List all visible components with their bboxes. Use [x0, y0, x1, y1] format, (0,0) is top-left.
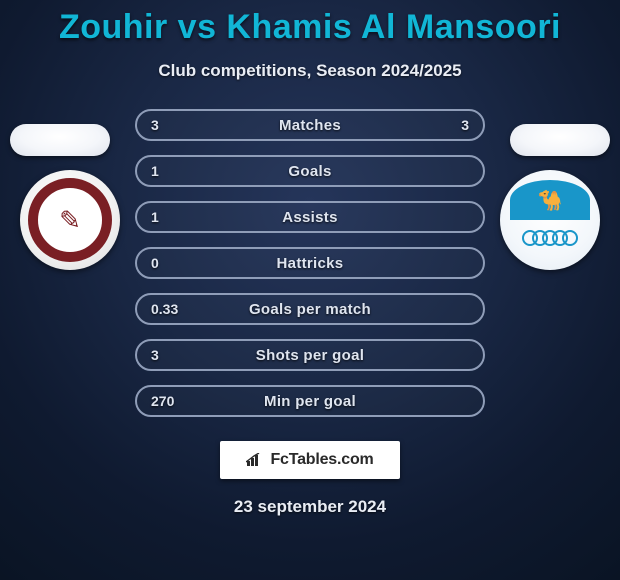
stats-list: 3 Matches 3 1 Goals 1 Assists 0 Hattrick…: [135, 109, 485, 417]
stat-left-value: 3: [151, 347, 159, 363]
player-pill-left: [10, 124, 110, 156]
stat-label: Assists: [282, 209, 337, 226]
card: Zouhir vs Khamis Al Mansoori Club compet…: [0, 0, 620, 580]
stat-row-matches: 3 Matches 3: [135, 109, 485, 141]
stat-left-value: 0.33: [151, 301, 178, 317]
stat-right-value: 3: [461, 117, 469, 133]
club-badge-left: ✎: [20, 170, 120, 270]
stat-row-goals-per-match: 0.33 Goals per match: [135, 293, 485, 325]
stat-row-goals: 1 Goals: [135, 155, 485, 187]
stat-left-value: 270: [151, 393, 174, 409]
subtitle: Club competitions, Season 2024/2025: [0, 61, 620, 81]
brand-badge: FcTables.com: [220, 441, 400, 479]
stat-row-hattricks: 0 Hattricks: [135, 247, 485, 279]
stat-row-assists: 1 Assists: [135, 201, 485, 233]
stat-label: Hattricks: [277, 255, 344, 272]
stat-label: Matches: [279, 117, 341, 134]
brand-text: FcTables.com: [270, 451, 373, 469]
stat-row-min-per-goal: 270 Min per goal: [135, 385, 485, 417]
player-pill-right: [510, 124, 610, 156]
stat-left-value: 3: [151, 117, 159, 133]
stat-row-shots-per-goal: 3 Shots per goal: [135, 339, 485, 371]
stat-label: Goals per match: [249, 301, 371, 318]
stat-left-value: 0: [151, 255, 159, 271]
stat-left-value: 1: [151, 209, 159, 225]
page-title: Zouhir vs Khamis Al Mansoori: [0, 8, 620, 47]
stat-left-value: 1: [151, 163, 159, 179]
date-text: 23 september 2024: [0, 497, 620, 517]
club-badge-right: 🐪: [500, 170, 600, 270]
brand-chart-icon: [246, 453, 264, 467]
stat-label: Goals: [288, 163, 331, 180]
stat-label: Shots per goal: [256, 347, 364, 364]
stat-label: Min per goal: [264, 393, 356, 410]
